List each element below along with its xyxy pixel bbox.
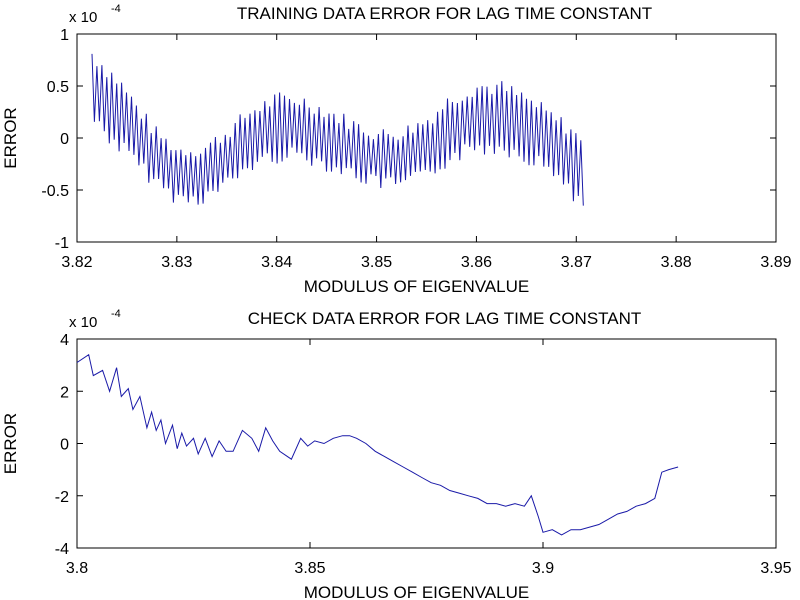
chart-title: CHECK DATA ERROR FOR LAG TIME CONSTANT bbox=[248, 309, 642, 328]
y-multiplier-exponent: -4 bbox=[111, 3, 121, 15]
y-tick-label: -2 bbox=[55, 489, 69, 506]
x-tick-label: 3.82 bbox=[61, 254, 92, 271]
x-tick-label: 3.85 bbox=[361, 254, 392, 271]
x-tick-label: 3.83 bbox=[161, 254, 192, 271]
x-axis-ticks: 3.82 3.83 3.84 3.85 3.86 3.87 3.88 3.89 bbox=[61, 34, 792, 271]
x-axis-ticks: 3.8 3.85 3.9 3.95 bbox=[66, 339, 792, 577]
x-axis-label: MODULUS OF EIGENVALUE bbox=[304, 277, 529, 296]
y-multiplier-label: x 10 bbox=[69, 314, 97, 331]
x-tick-label: 3.85 bbox=[294, 560, 325, 577]
y-axis-label: ERROR bbox=[1, 413, 20, 474]
y-tick-label: -1 bbox=[55, 235, 69, 252]
y-axis-ticks: 4 2 0 -2 -4 bbox=[55, 332, 776, 558]
check-error-chart: CHECK DATA ERROR FOR LAG TIME CONSTANT x… bbox=[1, 308, 792, 600]
x-tick-label: 3.87 bbox=[561, 254, 592, 271]
series-line bbox=[91, 53, 584, 206]
y-tick-label: 0.5 bbox=[47, 79, 69, 96]
y-tick-label: 0 bbox=[60, 131, 69, 148]
y-tick-label: 0 bbox=[60, 437, 69, 454]
x-tick-label: 3.8 bbox=[66, 560, 88, 577]
y-tick-label: 2 bbox=[60, 384, 69, 401]
x-tick-label: 3.86 bbox=[461, 254, 492, 271]
y-tick-label: -0.5 bbox=[41, 183, 69, 200]
y-multiplier-exponent: -4 bbox=[111, 308, 121, 320]
x-tick-label: 3.84 bbox=[261, 254, 292, 271]
x-tick-label: 3.9 bbox=[532, 560, 554, 577]
training-error-chart: TRAINING DATA ERROR FOR LAG TIME CONSTAN… bbox=[1, 3, 792, 296]
x-tick-label: 3.88 bbox=[661, 254, 692, 271]
x-tick-label: 3.89 bbox=[760, 254, 791, 271]
y-tick-label: 1 bbox=[60, 27, 69, 44]
x-tick-label: 3.95 bbox=[760, 560, 791, 577]
chart-title: TRAINING DATA ERROR FOR LAG TIME CONSTAN… bbox=[237, 4, 652, 23]
y-tick-label: 4 bbox=[60, 332, 69, 349]
x-axis-label: MODULUS OF EIGENVALUE bbox=[304, 583, 529, 600]
y-multiplier-label: x 10 bbox=[69, 9, 97, 26]
y-tick-label: -4 bbox=[55, 541, 69, 558]
y-axis-ticks: 1 0.5 0 -0.5 -1 bbox=[41, 27, 776, 252]
y-axis-label: ERROR bbox=[1, 107, 20, 168]
series-line bbox=[76, 353, 679, 536]
